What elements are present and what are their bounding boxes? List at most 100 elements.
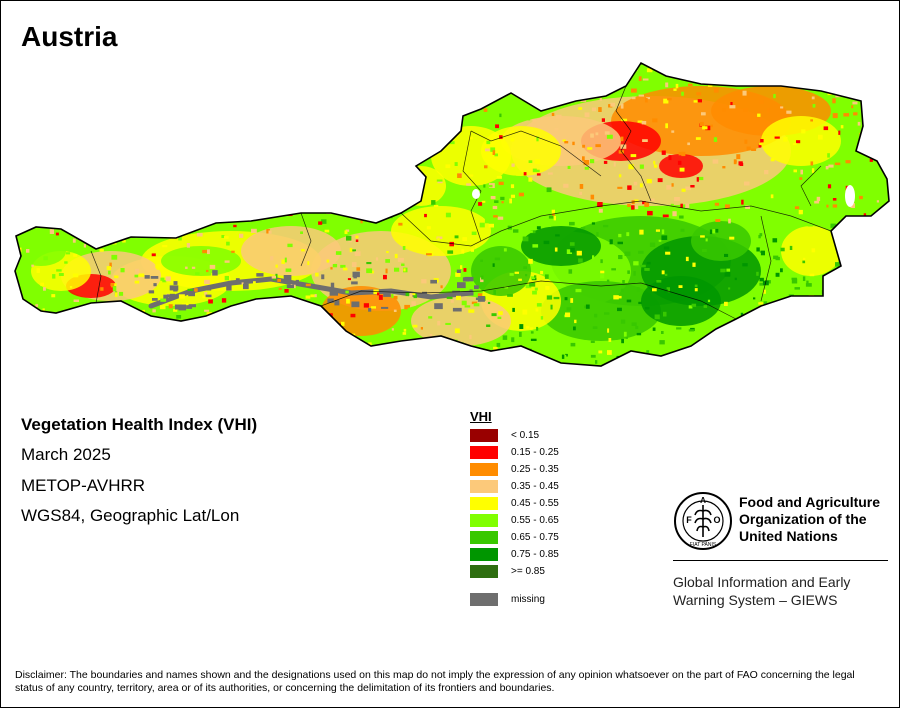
vhi-pixel: [624, 251, 631, 256]
vhi-pixel: [646, 68, 653, 73]
legend-class: 0.15 - 0.25: [470, 444, 559, 461]
vhi-pixel: [694, 288, 698, 292]
vhi-pixel: [377, 292, 380, 296]
vhi-pixel: [350, 116, 356, 119]
vhi-pixel: [268, 151, 272, 154]
vhi-pixel: [634, 358, 638, 363]
vhi-pixel: [117, 368, 120, 372]
vhi-pixel: [763, 289, 766, 294]
vhi-patch: [241, 226, 341, 276]
vhi-pixel: [789, 245, 793, 250]
vhi-pixel: [369, 63, 374, 66]
vhi-pixel: [750, 339, 754, 345]
vhi-pixel: [801, 129, 806, 134]
vhi-pixel: [100, 287, 104, 291]
vhi-pixel: [781, 325, 788, 331]
vhi-pixel: [873, 296, 879, 301]
vhi-pixel: [94, 172, 99, 177]
vhi-pixel: [756, 271, 759, 276]
vhi-pixel: [285, 268, 292, 272]
vhi-pixel: [355, 235, 359, 239]
vhi-pixel: [554, 247, 558, 252]
vhi-pixel: [737, 354, 741, 360]
vhi-pixel: [306, 349, 313, 353]
vhi-pixel: [202, 249, 208, 254]
vhi-pixel: [21, 323, 28, 326]
vhi-pixel: [810, 161, 814, 166]
vhi-pixel: [880, 302, 885, 306]
vhi-pixel: [543, 240, 550, 245]
vhi-pixel: [587, 69, 591, 73]
vhi-pixel: [506, 67, 509, 71]
vhi-pixel: [568, 215, 574, 220]
vhi-pixel: [617, 241, 623, 245]
vhi-pixel: [126, 147, 129, 151]
vhi-pixel: [654, 314, 660, 320]
vhi-pixel: [16, 177, 22, 182]
vhi-pixel: [301, 135, 306, 138]
vhi-pixel: [374, 203, 379, 208]
vhi-pixel: [108, 270, 111, 275]
vhi-pixel: [710, 230, 716, 234]
vhi-pixel: [576, 250, 582, 256]
vhi-pixel: [28, 360, 31, 363]
vhi-pixel: [563, 183, 569, 188]
vhi-pixel: [494, 257, 501, 261]
vhi-pixel: [780, 106, 784, 109]
vhi-pixel: [125, 89, 129, 93]
vhi-pixel: [572, 149, 578, 153]
vhi-pixel: [763, 67, 766, 72]
vhi-pixel: [590, 358, 594, 361]
vhi-pixel: [680, 228, 685, 232]
vhi-pixel: [786, 110, 792, 114]
vhi-pixel: [760, 139, 764, 143]
vhi-pixel: [384, 348, 391, 352]
vhi-pixel: [778, 304, 784, 309]
vhi-pixel: [15, 113, 16, 118]
vhi-pixel: [70, 109, 74, 114]
vhi-pixel: [833, 358, 837, 361]
austria-border: [14, 61, 890, 367]
vhi-pixel: [480, 259, 483, 262]
vhi-pixel: [627, 203, 631, 207]
vhi-pixel: [664, 370, 670, 375]
vhi-pixel: [715, 219, 721, 222]
vhi-pixel: [297, 203, 304, 207]
vhi-pixel: [348, 239, 353, 243]
vhi-pixel: [891, 75, 897, 80]
vhi-pixel: [584, 112, 590, 118]
vhi-pixel: [876, 273, 882, 277]
vhi-pixel: [275, 264, 278, 268]
vhi-pixel: [337, 346, 342, 350]
vhi-pixel: [37, 370, 41, 374]
missing-pixel: [330, 282, 335, 289]
vhi-pixel: [603, 160, 608, 164]
vhi-pixel: [639, 229, 644, 235]
vhi-pixel: [481, 275, 484, 280]
vhi-pixel: [512, 307, 515, 312]
boundary-line: [400, 200, 832, 247]
vhi-pixel: [631, 96, 636, 100]
vhi-pixel: [595, 360, 598, 364]
vhi-pixel: [22, 244, 25, 248]
index-name: Vegetation Health Index (VHI): [21, 415, 258, 434]
vhi-pixel: [420, 327, 423, 330]
vhi-pixel: [176, 315, 182, 319]
vhi-pixel: [210, 204, 216, 208]
missing-pixel: [188, 291, 195, 297]
vhi-pixel: [492, 263, 495, 267]
vhi-pixel: [859, 330, 865, 335]
vhi-pixel: [175, 331, 182, 334]
vhi-pixel: [143, 328, 148, 332]
vhi-pixel: [26, 166, 32, 171]
vhi-pixel: [173, 117, 177, 121]
vhi-pixel: [827, 153, 830, 158]
boundary-line: [760, 215, 772, 302]
vhi-pixel: [480, 353, 485, 358]
vhi-pixel: [70, 199, 77, 203]
vhi-pixel: [340, 264, 346, 268]
vhi-pixel: [15, 223, 22, 227]
vhi-pixel: [552, 100, 555, 105]
vhi-pixel: [491, 353, 497, 356]
vhi-pixel: [403, 268, 406, 272]
